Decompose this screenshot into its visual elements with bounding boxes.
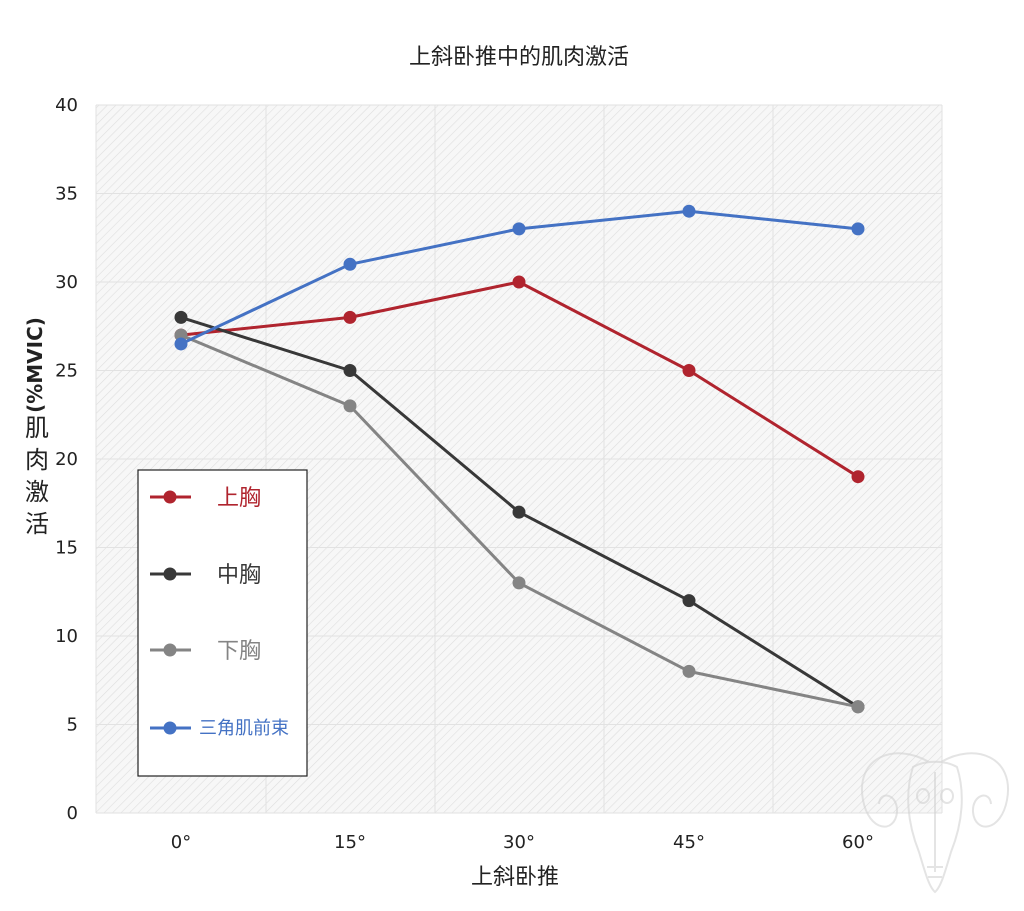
data-point — [513, 276, 526, 289]
data-point — [683, 665, 696, 678]
y-axis-title-text: 肌肉激活 — [25, 414, 49, 538]
legend-swatch-marker — [164, 644, 177, 657]
data-point — [513, 576, 526, 589]
data-point — [683, 594, 696, 607]
y-tick-label: 5 — [67, 715, 78, 736]
x-tick-label: 30° — [503, 832, 535, 853]
y-tick-labels: 0 5 10 15 20 25 30 35 40 — [55, 95, 78, 824]
data-point — [513, 506, 526, 519]
y-axis-title-unit: (%MVIC) — [23, 317, 47, 413]
data-point — [683, 205, 696, 218]
y-tick-label: 35 — [55, 184, 78, 205]
data-point — [683, 364, 696, 377]
chart-title: 上斜卧推中的肌肉激活 — [409, 45, 629, 70]
x-tick-label: 45° — [673, 832, 705, 853]
data-point — [344, 399, 357, 412]
y-tick-label: 20 — [55, 449, 78, 470]
y-tick-label: 40 — [55, 95, 78, 116]
legend-label: 中胸 — [217, 563, 261, 588]
y-axis-title: 肌肉激活 (%MVIC) — [23, 317, 49, 538]
data-point — [344, 311, 357, 324]
data-point — [852, 222, 865, 235]
legend-swatch-marker — [164, 722, 177, 735]
data-point — [344, 258, 357, 271]
data-point — [175, 337, 188, 350]
y-tick-label: 25 — [55, 361, 78, 382]
legend-label: 上胸 — [217, 486, 261, 511]
data-point — [175, 311, 188, 324]
x-tick-labels: 0° 15° 30° 45° 60° — [171, 832, 874, 853]
y-tick-label: 30 — [55, 272, 78, 293]
y-tick-label: 0 — [67, 803, 78, 824]
legend-swatch-marker — [164, 568, 177, 581]
x-axis-title: 上斜卧推 — [471, 865, 559, 890]
data-point — [852, 470, 865, 483]
data-point — [344, 364, 357, 377]
legend-label: 三角肌前束 — [199, 718, 289, 739]
legend-label: 下胸 — [217, 639, 261, 664]
x-tick-label: 0° — [171, 832, 191, 853]
data-point — [513, 222, 526, 235]
legend-swatch-marker — [164, 491, 177, 504]
y-tick-label: 15 — [55, 538, 78, 559]
data-point — [852, 700, 865, 713]
x-tick-label: 15° — [334, 832, 366, 853]
y-tick-label: 10 — [55, 626, 78, 647]
x-tick-label: 60° — [842, 832, 874, 853]
